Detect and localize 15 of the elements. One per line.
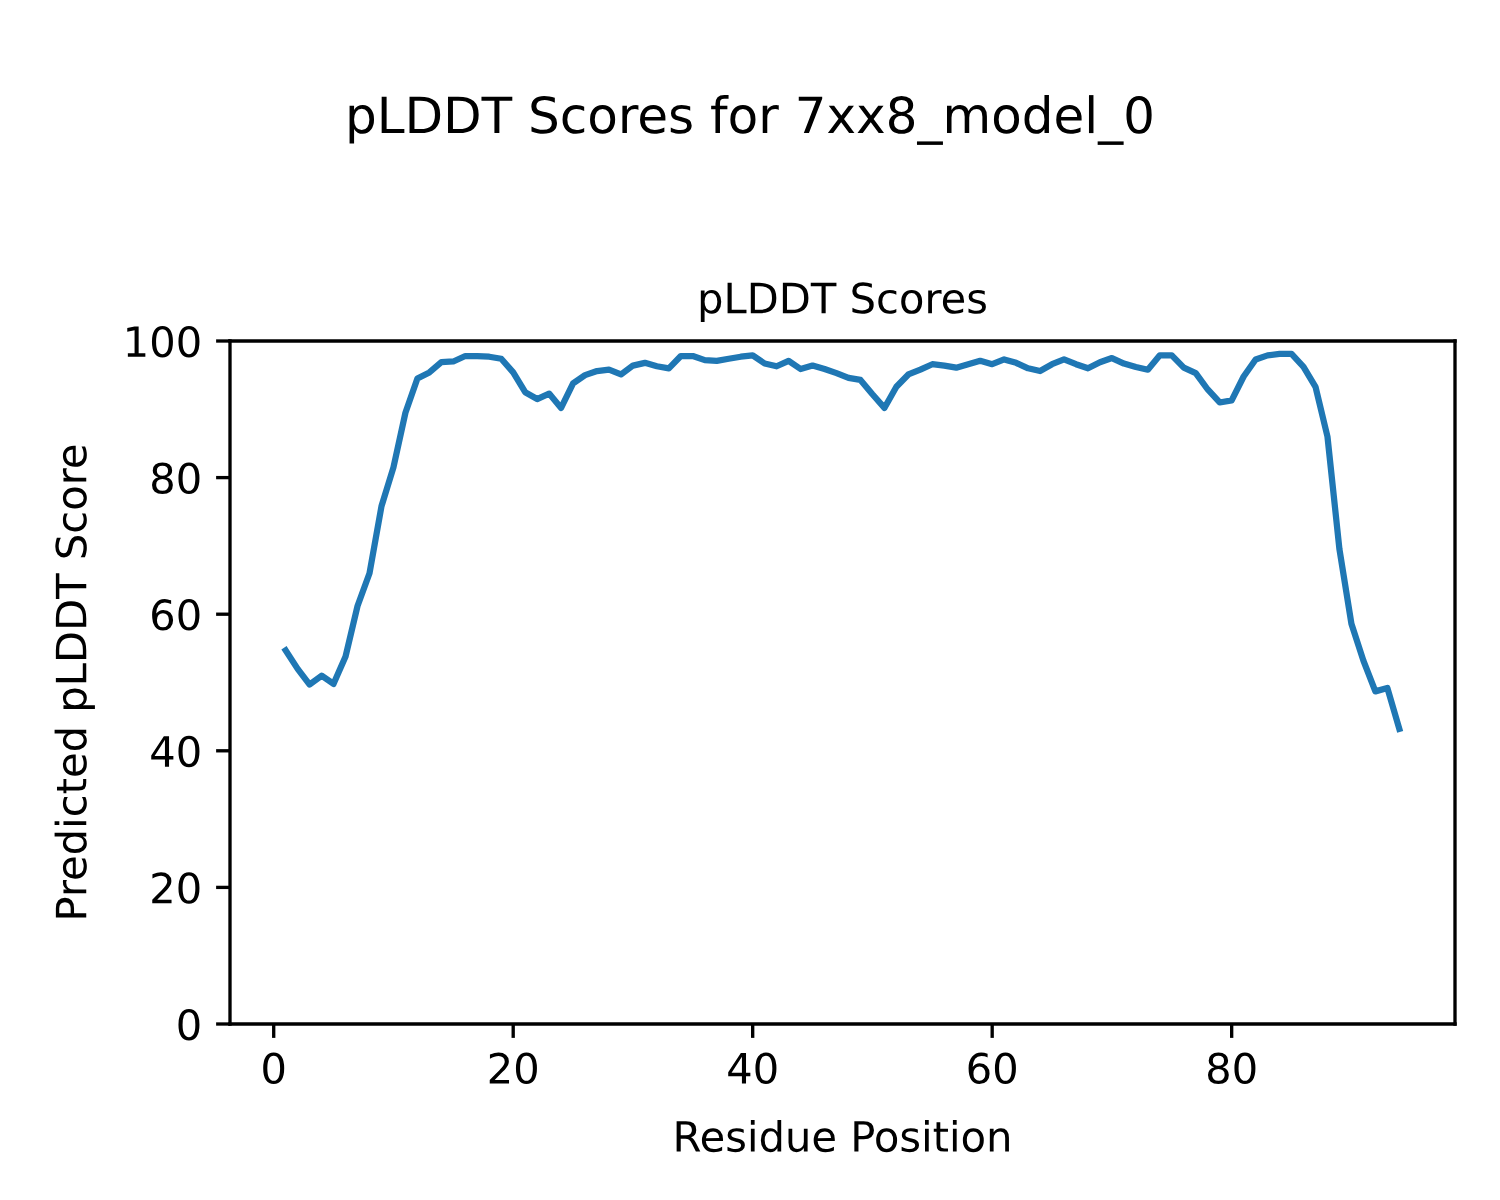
text: pLDDT Scores for 7xx8_model_0 xyxy=(349,95,1152,145)
x-tick-label: 40 xyxy=(728,1052,777,1085)
x-tick-label: 60 xyxy=(968,1052,1016,1085)
y-axis-title: Predicted pLDDT Score xyxy=(54,445,95,918)
x-axis-title: Residue Position xyxy=(676,1119,1009,1153)
chart-title: pLDDT Scores xyxy=(700,282,986,322)
y-tick-label: 80 xyxy=(152,462,200,495)
y-tick-label: 40 xyxy=(151,735,200,768)
y-tick-label: 100 xyxy=(127,325,200,358)
x-tick-label: 80 xyxy=(1207,1052,1256,1085)
x-tick-label: 20 xyxy=(489,1052,537,1085)
x-tick-label: 0 xyxy=(263,1052,285,1085)
y-tick-label: 0 xyxy=(178,1008,200,1041)
y-tick-label: 20 xyxy=(152,872,200,904)
y-tick-label: 60 xyxy=(152,599,200,631)
